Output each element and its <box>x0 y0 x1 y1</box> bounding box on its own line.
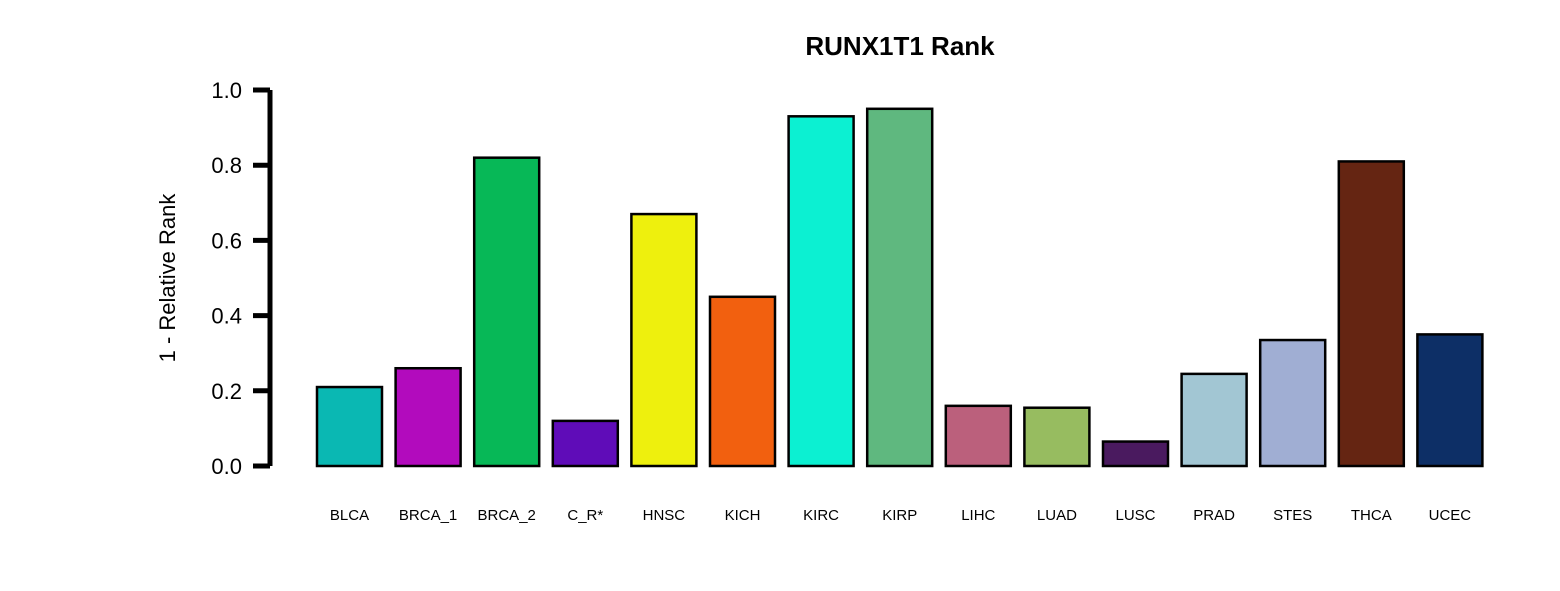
category-label: BRCA_2 <box>478 507 536 524</box>
category-label: BRCA_1 <box>399 507 457 524</box>
y-tick-label: 0.0 <box>211 454 242 479</box>
y-tick-label: 0.8 <box>211 153 242 178</box>
bar-kirp <box>865 107 934 468</box>
bar-brca-2 <box>472 156 541 468</box>
bar-thca <box>1337 160 1406 468</box>
bar-luad <box>1023 406 1091 468</box>
y-tick-label: 0.6 <box>211 228 242 253</box>
category-label: C_R* <box>567 507 603 524</box>
bar-kich <box>708 295 777 468</box>
category-labels: BLCA BRCA_1 BRCA_2 C_R* HNSC KICH KIRC KIRP LIHC… <box>330 507 1471 524</box>
category-label: KICH <box>725 507 761 524</box>
category-label: KIRP <box>882 507 917 524</box>
category-label: LUAD <box>1037 507 1077 524</box>
y-axis-title: 1 - Relative Rank <box>155 193 180 363</box>
bar-blca <box>315 385 384 468</box>
category-label: LUSC <box>1115 507 1155 524</box>
bar-lusc <box>1101 440 1170 468</box>
bar-stes <box>1258 338 1327 468</box>
y-tick-label: 0.4 <box>211 304 242 329</box>
category-label: PRAD <box>1193 507 1235 524</box>
bar-c-r <box>551 419 620 468</box>
category-label: HNSC <box>643 507 686 524</box>
y-tick-label: 1.0 <box>211 78 242 103</box>
chart-title: RUNX1T1 Rank <box>805 31 995 61</box>
category-label: KIRC <box>803 507 839 524</box>
bar-hnsc <box>630 212 698 468</box>
category-label: BLCA <box>330 507 369 524</box>
bars <box>315 107 1484 468</box>
y-tick-label: 0.2 <box>211 379 242 404</box>
bar-kirc <box>787 115 855 468</box>
y-axis: 0.0 0.2 0.4 0.6 0.8 1.0 <box>211 78 273 479</box>
bar-lihc <box>944 404 1013 468</box>
category-label: UCEC <box>1429 507 1472 524</box>
category-label: STES <box>1273 507 1312 524</box>
bar-ucec <box>1416 333 1484 468</box>
bar-prad <box>1180 372 1248 468</box>
category-label: THCA <box>1351 507 1392 524</box>
category-label: LIHC <box>961 507 995 524</box>
bar-brca-1 <box>394 366 462 468</box>
